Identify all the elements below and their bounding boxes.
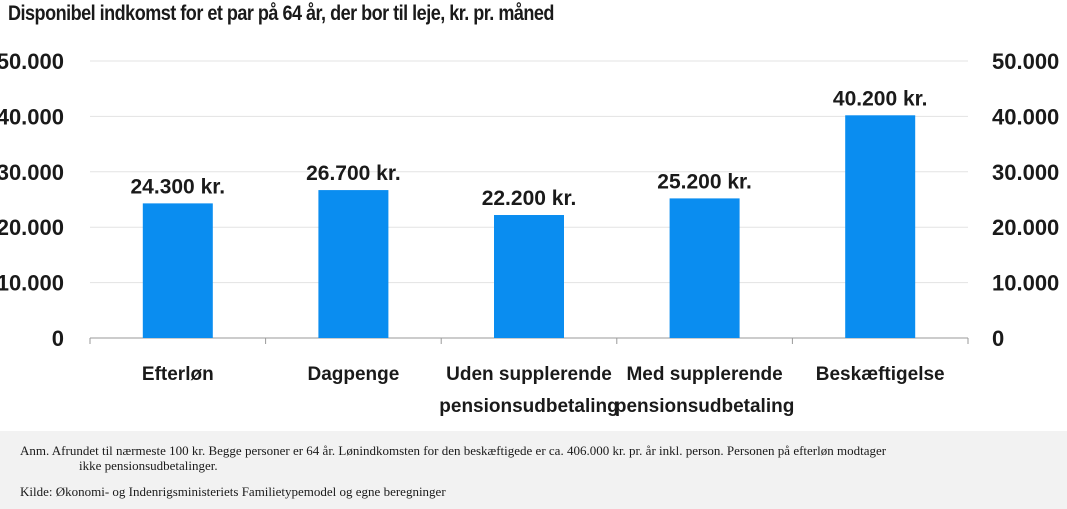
data-label: 26.700 kr. (306, 162, 401, 185)
note-text-continued: ikke pensionsudbetalinger. (79, 458, 218, 473)
footer-notes: Anm. Afrundet til nærmeste 100 kr. Begge… (0, 431, 1067, 509)
y-tick-label-left: 50.000 (0, 49, 64, 74)
y-tick-label-right: 10.000 (992, 271, 1059, 296)
y-tick-label-right: 20.000 (992, 215, 1059, 240)
data-label: 40.200 kr. (833, 87, 928, 110)
y-tick-label-right: 0 (992, 326, 1004, 351)
y-tick-label-right: 50.000 (992, 49, 1059, 74)
chart-title: Disponibel indkomst for et par på 64 år,… (8, 2, 554, 25)
bar (318, 190, 389, 338)
category-label: Efterløn (142, 364, 214, 385)
data-label: 24.300 kr. (131, 175, 226, 198)
bar (494, 215, 564, 338)
y-tick-label-right: 40.000 (992, 104, 1059, 129)
y-tick-label-right: 30.000 (992, 160, 1059, 185)
bar (142, 203, 213, 338)
bar-chart: 0 0 10.000 10.000 20.000 20.000 30.000 30.000 40… (0, 49, 1059, 417)
category-label: pensionsudbetaling (439, 396, 618, 417)
category-label: pensionsudbetaling (615, 396, 794, 417)
bar (845, 115, 916, 339)
category-label: Uden supplerende (446, 364, 612, 385)
y-tick-label-left: 10.000 (0, 271, 64, 296)
data-label: 22.200 kr. (482, 187, 577, 210)
y-tick-label-left: 40.000 (0, 104, 64, 129)
category-label: Beskæftigelse (816, 364, 945, 385)
note-text: Anm. Afrundet til nærmeste 100 kr. Begge… (20, 443, 887, 458)
data-label: 25.200 kr. (657, 170, 752, 193)
category-label: Dagpenge (307, 364, 399, 385)
y-tick-label-left: 30.000 (0, 160, 64, 185)
y-tick-label-left: 0 (52, 326, 64, 351)
bar (669, 198, 740, 338)
category-label: Med supplerende (626, 364, 782, 385)
source-text: Kilde: Økonomi- og Indenrigsministeriets… (20, 484, 446, 499)
y-tick-label-left: 20.000 (0, 215, 64, 240)
